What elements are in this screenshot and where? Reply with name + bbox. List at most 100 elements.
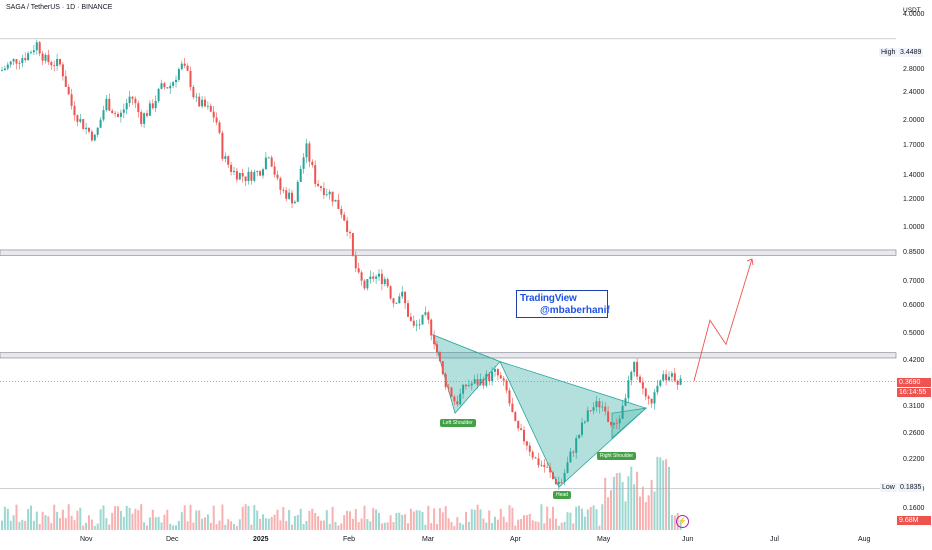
candle-body xyxy=(502,378,505,381)
volume-bar xyxy=(485,522,488,530)
volume-bar xyxy=(499,508,502,530)
high-label: High xyxy=(879,48,898,57)
candle-body xyxy=(415,324,418,326)
candle-body xyxy=(453,396,456,402)
high-value-tag: 3.4489 xyxy=(898,48,924,57)
volume-bar xyxy=(621,481,624,530)
candle-body xyxy=(235,170,238,180)
volume-bar xyxy=(320,520,322,530)
candle-body xyxy=(653,392,656,404)
volume-bar xyxy=(566,512,569,530)
candle-body xyxy=(1,70,3,71)
candle-body xyxy=(198,96,201,107)
volume-bar xyxy=(143,522,146,530)
candle-body xyxy=(508,390,511,404)
volume-bar xyxy=(151,509,154,530)
volume-bar xyxy=(375,509,378,530)
volume-bar xyxy=(299,508,302,530)
volume-bar xyxy=(157,516,160,530)
volume-bar xyxy=(398,512,401,530)
volume-bar xyxy=(531,520,534,530)
volume-bar xyxy=(470,509,473,530)
candle-body xyxy=(438,352,441,362)
volume-bar xyxy=(418,510,421,530)
volume-bar xyxy=(473,509,476,530)
candle-body xyxy=(621,405,624,419)
volume-bar xyxy=(557,525,560,530)
candle-body xyxy=(357,268,360,273)
candle-body xyxy=(670,373,673,377)
volume-bar xyxy=(96,523,99,530)
candle-body xyxy=(401,291,404,297)
price-tick-label: 0.2200 xyxy=(903,455,925,463)
candle-body xyxy=(462,384,465,394)
volume-bar xyxy=(630,466,633,530)
volume-bar xyxy=(624,501,627,530)
candle-body xyxy=(175,79,177,83)
candle-body xyxy=(204,99,206,107)
candle-body xyxy=(427,312,430,320)
time-tick-label: 2025 xyxy=(253,536,269,543)
candle-body xyxy=(215,117,218,123)
volume-bar xyxy=(331,506,334,530)
candle-body xyxy=(267,157,270,159)
volume-bar xyxy=(264,518,267,530)
candle-body xyxy=(201,99,204,107)
volume-bar xyxy=(9,520,12,530)
volume-bar xyxy=(82,525,85,530)
candle-body xyxy=(592,407,595,411)
volume-bar xyxy=(351,518,354,530)
volume-bar xyxy=(424,524,427,530)
volume-bar xyxy=(102,505,105,530)
candle-body xyxy=(679,378,682,385)
price-tick-label: 0.6000 xyxy=(903,301,925,309)
volume-bar xyxy=(554,518,557,530)
volume-bar xyxy=(383,522,386,530)
candle-body xyxy=(421,314,424,325)
current-price-tag: 0.3690 xyxy=(897,378,931,387)
volume-bar xyxy=(407,523,409,530)
candle-body xyxy=(163,83,166,88)
price-tick-label: 0.7000 xyxy=(903,278,925,286)
price-tick-label: 1.4000 xyxy=(903,172,925,180)
volume-bar xyxy=(517,519,520,530)
volume-bar xyxy=(61,509,64,530)
symbol-title[interactable]: SAGA / TetherUS · 1D · BINANCE xyxy=(6,4,113,11)
currency-label: USDT xyxy=(903,7,921,14)
candle-body xyxy=(404,291,407,304)
candle-body xyxy=(314,165,317,184)
volume-bar xyxy=(267,518,270,530)
volume-bar xyxy=(467,521,470,530)
candle-body xyxy=(433,335,436,345)
candle-body xyxy=(386,279,389,287)
volume-bar xyxy=(386,522,389,530)
candle-body xyxy=(395,303,398,304)
candle-body xyxy=(389,286,392,299)
volume-bar xyxy=(111,512,114,530)
candle-body xyxy=(64,76,67,87)
candle-body xyxy=(610,421,612,425)
candle-body xyxy=(398,296,401,304)
volume-bar xyxy=(534,521,537,530)
candle-body xyxy=(221,132,224,159)
time-tick-label: Dec xyxy=(166,536,179,543)
candle-body xyxy=(351,233,354,256)
lightning-icon[interactable]: ⚡ xyxy=(676,515,689,528)
price-tick-label: 1.2000 xyxy=(903,195,925,203)
volume-bar xyxy=(409,508,412,530)
candle-body xyxy=(494,369,496,372)
candle-body xyxy=(302,157,305,169)
candle-body xyxy=(639,376,641,383)
candle-body xyxy=(53,65,56,67)
candle-body xyxy=(12,59,15,62)
volume-bar xyxy=(195,510,198,530)
candle-body xyxy=(259,171,262,176)
candle-body xyxy=(575,438,578,453)
volume-bar xyxy=(354,509,357,530)
volume-bar xyxy=(328,523,331,530)
volume-bar xyxy=(627,476,630,530)
volume-bar xyxy=(175,525,177,530)
price-tick-label: 0.4200 xyxy=(903,356,925,364)
volume-bar xyxy=(505,522,508,530)
